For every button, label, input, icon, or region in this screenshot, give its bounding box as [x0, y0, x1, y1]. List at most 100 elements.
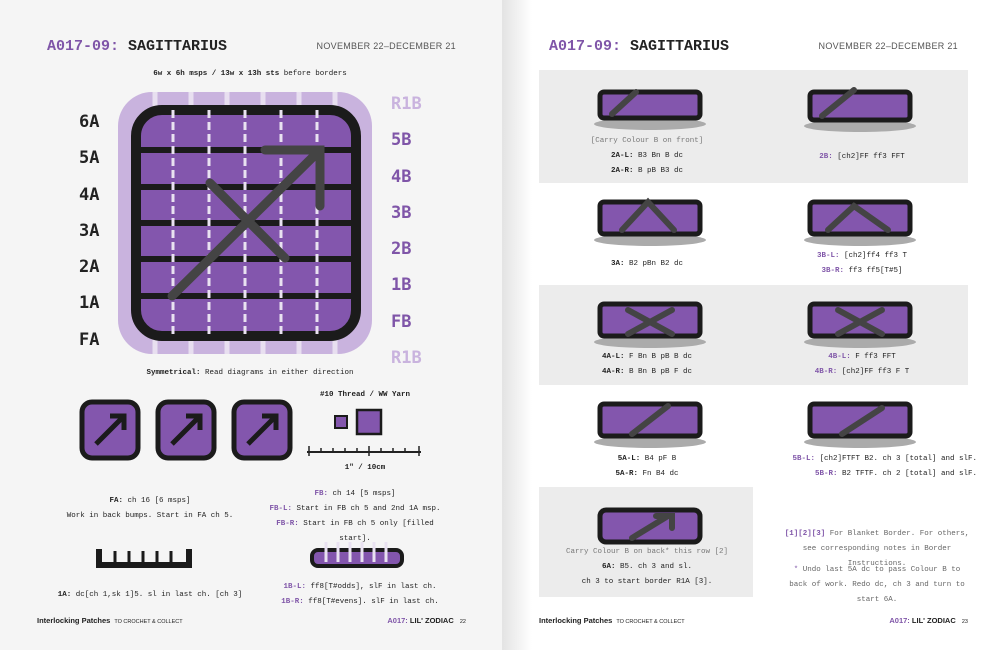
note: [1][2][3] For Blanket Border. For others… [784, 527, 970, 572]
line: 3B-L: [ch2]ff4 ff3 T [772, 249, 952, 264]
label: 4B-R: [814, 368, 838, 376]
sub: TO CROCHET & COLLECT [114, 619, 183, 625]
1a-notes: 1A: dc[ch 1,sk 1]5. sl in last ch. [ch 3… [40, 588, 260, 603]
name: LIL' ZODIAC [409, 616, 454, 625]
label: 1B-L: [283, 583, 306, 591]
row-diagrams [594, 87, 916, 545]
text: Undo last 5A dc to pass Colour B to back… [789, 566, 965, 604]
cell: 3A: B2 pBn B2 dc [562, 257, 732, 272]
line: 3B-R: ff3 ff5[T#5] [772, 264, 952, 279]
row-label: 3A [79, 220, 100, 241]
label: Symmetrical: [146, 369, 201, 377]
row-label: 2A [79, 257, 100, 278]
thumbnails [79, 399, 293, 461]
row-label: 4B [391, 166, 412, 187]
label: 3A: [610, 260, 625, 268]
cell: 4A-L: F Bn B pB B dc 4A-R: B Bn B pB F d… [562, 350, 732, 380]
label: [1][2][3] [784, 530, 826, 538]
row-label: R1B [391, 94, 422, 114]
row-label: FB [391, 311, 412, 332]
line: 5B-L: [ch2]FTFT B2. ch 3 [total] and slF… [757, 452, 977, 467]
name: LIL' ZODIAC [911, 616, 956, 625]
line: 4A-R: B Bn B pB F dc [562, 365, 732, 380]
symmetry: Symmetrical: Read diagrams in either dir… [100, 366, 400, 381]
left-page: A017-09: SAGITTARIUS NOVEMBER 22–DECEMBE… [0, 0, 502, 650]
line: 6A: B5. ch 3 and sl. [547, 560, 747, 575]
label: FB-R: [276, 520, 299, 528]
book: Interlocking Patches [37, 616, 111, 625]
text: Start in FB ch 5 and 2nd 1A msp. [296, 505, 441, 513]
text: For Blanket Border. For others, see corr… [802, 530, 970, 568]
label: 5B-L: [792, 455, 815, 463]
label: 5A-L: [617, 455, 641, 463]
code: A017: [387, 616, 408, 625]
row-label: 6A [79, 112, 100, 132]
scale-bar [307, 408, 421, 456]
footer-right: A017: LIL' ZODIAC 23 [889, 616, 968, 625]
cell: 2B: [ch2]FF ff3 FFT [772, 150, 952, 165]
gauge-size: 6w x 6h msps / 13w x 13h sts [153, 70, 280, 78]
line: Carry Colour B on back* this row [2] [565, 548, 729, 556]
text: ff8[T#evens]. slF in last ch. [308, 598, 439, 606]
row-label: FA [79, 329, 100, 350]
cell: 5A-L: B4 pF B 5A-R: Fn B4 dc [562, 452, 732, 482]
fa-notes: FA: ch 16 [6 msps] Work in back bumps. S… [50, 494, 250, 524]
text: Read diagrams in either direction [205, 369, 354, 377]
text: [ch2]ff4 ff3 T [844, 252, 908, 260]
cell: 3B-L: [ch2]ff4 ff3 T 3B-R: ff3 ff5[T#5] [772, 249, 952, 279]
text: B5. ch 3 and sl. [620, 563, 693, 571]
text: ch 3 to start border R1A [3]. [581, 578, 713, 586]
row-label: 3B [391, 202, 412, 223]
text: B3 Bn B dc [638, 152, 684, 160]
cell: 4B-L: F ff3 FFT 4B-R: [ch2]FF ff3 F T [772, 350, 952, 380]
text: Fn B4 dc [642, 470, 679, 478]
row-label: 5A [79, 148, 100, 169]
label: 3B-R: [821, 267, 844, 275]
text: B Bn B pB F dc [629, 368, 693, 376]
note: * Undo last 5A dc to pass Colour B to ba… [784, 563, 970, 608]
text: B2 pBn B2 dc [629, 260, 684, 268]
row-labels-b: R1B 5B 4B 3B 2B 1B FB R1B [391, 86, 422, 376]
footer-left: Interlocking Patches TO CROCHET & COLLECT [37, 616, 183, 625]
scale: 1" / 10cm [344, 464, 386, 472]
row-1a-diagram [96, 549, 192, 568]
1b-notes: 1B-L: ff8[T#odds], slF in last ch. 1B-R:… [270, 580, 450, 610]
chart-diagram [118, 92, 372, 354]
line: 5B-R: B2 TFTF. ch 2 [total] and slF. [757, 467, 977, 482]
row-1b-diagram [310, 542, 404, 568]
row-labels-a: 6A 5A 4A 3A 2A 1A FA [79, 104, 99, 358]
line: 4B-R: [ch2]FF ff3 F T [772, 365, 952, 380]
text: F Bn B pB B dc [629, 353, 693, 361]
text: ch 16 [6 msps] [127, 497, 191, 505]
label: 2B: [819, 153, 833, 161]
yarn: #10 Thread / WW Yarn [319, 391, 410, 399]
code: A017: [889, 616, 910, 625]
text: F ff3 FFT [855, 353, 896, 361]
cell: [Carry Colour B on front] 2A-L: B3 Bn B … [562, 134, 732, 179]
text: [ch2]FTFT B2. ch 3 [total] and slF. [819, 455, 977, 463]
text: [ch2]FF ff3 FFT [837, 153, 905, 161]
book: Interlocking Patches [539, 616, 613, 625]
line: ch 3 to start border R1A [3]. [547, 575, 747, 590]
line: 5A-R: Fn B4 dc [562, 467, 732, 482]
code: A017-09: [549, 38, 622, 55]
text: ch 14 [5 msps] [332, 490, 396, 498]
label: 4A-R: [601, 368, 625, 376]
text: dc[ch 1,sk 1]5. sl in last ch. [ch 3] [75, 591, 243, 599]
text: B2 TFTF. ch 2 [total] and slF. [841, 470, 977, 478]
sub: TO CROCHET & COLLECT [616, 619, 685, 625]
name: SAGITTARIUS [128, 38, 228, 55]
label: 5B-R: [814, 470, 838, 478]
text: B pB B3 dc [638, 167, 684, 175]
text: Start in FB ch 5 only [filled start]. [303, 520, 434, 543]
title: A017-09: SAGITTARIUS [47, 38, 227, 55]
code: A017-09: [47, 38, 120, 55]
label: 2A-R: [610, 167, 634, 175]
page: 23 [961, 619, 968, 625]
label: * [793, 566, 799, 574]
label: FB: [314, 490, 328, 498]
fb-notes: FB: ch 14 [5 msps] FB-L: Start in FB ch … [260, 487, 450, 547]
row-label: 5B [391, 130, 412, 151]
label: FB-L: [269, 505, 292, 513]
